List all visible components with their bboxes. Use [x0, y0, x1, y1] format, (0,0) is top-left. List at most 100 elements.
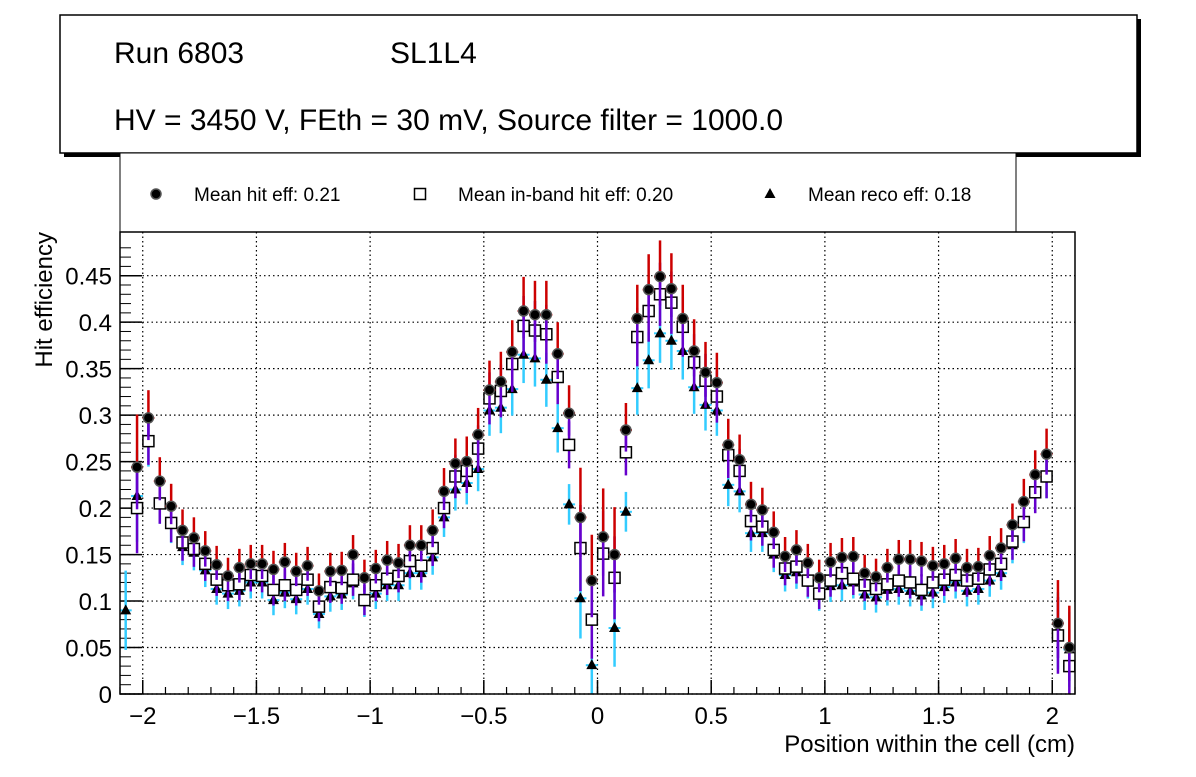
square-marker: [562, 438, 576, 452]
x-tick-label: 0.5: [695, 703, 728, 730]
circle-marker: [654, 270, 666, 283]
circle-marker: [233, 561, 246, 574]
circle-marker: [358, 572, 371, 584]
x-tick-label: −1: [356, 703, 383, 730]
y-tick-label: 0.4: [79, 310, 112, 337]
triangle-marker: [552, 422, 564, 433]
triangle-marker: [540, 373, 552, 384]
triangle-marker: [563, 498, 575, 509]
square-marker: [903, 576, 917, 589]
circle-marker: [404, 539, 416, 552]
circle-marker: [495, 375, 507, 388]
circle-marker: [847, 550, 860, 563]
circle-marker: [767, 526, 780, 539]
circle-marker: [961, 561, 973, 574]
y-tick-label: 0.15: [65, 543, 112, 570]
triangle-marker: [665, 334, 677, 345]
circle-marker: [551, 348, 564, 360]
circle-marker: [631, 312, 644, 325]
circle-marker: [131, 461, 143, 473]
circle-marker: [188, 532, 200, 544]
y-tick-label: 0: [99, 682, 112, 709]
square-marker: [278, 578, 292, 592]
triangle-marker: [764, 188, 776, 198]
circle-marker: [1063, 641, 1076, 654]
legend-entry: Mean hit eff: 0.21: [150, 185, 340, 206]
legend-entry: Mean in-band hit eff: 0.20: [413, 185, 673, 206]
legend: Mean hit eff: 0.21 Mean in-band hit eff: …: [150, 185, 971, 206]
circle-marker: [870, 571, 882, 583]
x-tick-label: 0: [591, 703, 604, 730]
circle-marker: [608, 548, 621, 561]
circle-marker: [597, 531, 609, 543]
circle-marker: [722, 439, 734, 451]
circle-marker: [983, 549, 996, 562]
y-tick-label: 0.3: [79, 403, 112, 430]
circle-marker: [483, 384, 496, 396]
y-axis-title: Hit efficiency: [31, 232, 58, 368]
triangle-marker: [620, 505, 632, 516]
square-marker: [892, 574, 906, 587]
circle-marker: [1018, 495, 1030, 508]
circle-marker: [972, 560, 985, 573]
circle-marker: [665, 282, 678, 295]
circle-marker: [915, 555, 928, 567]
x-tick-label: 2: [1046, 703, 1059, 730]
x-tick-label: 1: [818, 703, 831, 730]
settings-label: HV = 3450 V, FEth = 30 mV, Source filter…: [114, 104, 783, 137]
circle-marker: [392, 557, 405, 569]
circle-marker: [267, 563, 280, 576]
circle-marker: [938, 558, 951, 570]
title-box: [59, 14, 1138, 154]
circle-marker: [415, 539, 428, 552]
run-label: Run 6803: [114, 37, 244, 70]
square-marker: [413, 187, 427, 201]
legend-label: Mean reco eff: 0.18: [808, 185, 971, 206]
triangle-marker: [586, 659, 598, 670]
circle-marker: [150, 188, 162, 200]
circle-marker: [529, 308, 541, 321]
square-marker: [847, 572, 860, 585]
circle-marker: [893, 553, 905, 565]
circle-marker: [517, 305, 530, 317]
circle-marker: [142, 412, 155, 424]
y-tick-label: 0.25: [65, 450, 112, 477]
layer-label: SL1L4: [390, 37, 477, 70]
x-axis-title: Position within the cell (cm): [784, 731, 1075, 758]
triangle-marker: [631, 382, 643, 393]
circle-marker: [210, 559, 223, 571]
circle-marker: [586, 574, 598, 587]
axes: −2 −1.5 −1 −0.5 0 0.5 1 1.5 2 0 0.05 0.1 0.15 0.2 0.25…: [65, 247, 1076, 730]
circle-marker: [824, 556, 837, 568]
circle-marker: [370, 562, 382, 575]
circle-marker: [438, 485, 450, 498]
square-marker: [915, 583, 928, 597]
circle-marker: [802, 557, 814, 569]
circle-marker: [688, 345, 700, 357]
circle-marker: [858, 567, 871, 579]
plot-frame: [119, 231, 1076, 695]
triangle-marker: [643, 354, 655, 365]
circle-marker: [335, 564, 348, 577]
x-tick-label: −2: [129, 703, 156, 730]
circle-marker: [301, 559, 314, 572]
x-tick-label: −1.5: [233, 703, 280, 730]
legend-label: Mean hit eff: 0.21: [194, 185, 340, 206]
circle-marker: [949, 552, 962, 565]
circle-marker: [426, 524, 439, 537]
circle-marker: [813, 572, 825, 584]
circle-marker: [279, 556, 291, 568]
circle-marker: [574, 511, 587, 524]
legend-entry: Mean reco eff: 0.18: [764, 185, 971, 206]
circle-marker: [779, 550, 791, 563]
circle-marker: [324, 565, 337, 578]
circle-marker: [461, 455, 473, 468]
y-tick-label: 0.05: [65, 636, 112, 663]
circle-marker: [290, 565, 302, 578]
square-marker: [415, 559, 428, 572]
circle-marker: [1006, 519, 1019, 531]
circle-marker: [642, 283, 655, 296]
circle-marker: [199, 545, 212, 557]
circle-marker: [756, 504, 769, 516]
